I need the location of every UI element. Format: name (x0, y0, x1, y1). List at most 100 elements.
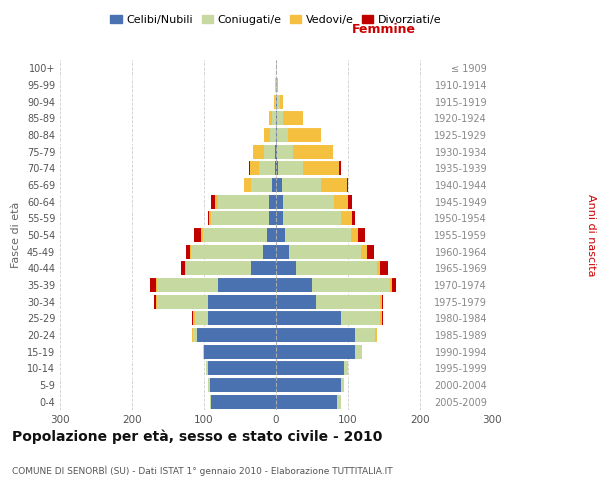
Bar (276, 162, 278, 175)
Bar (276, 328, 355, 342)
Bar (284, 228, 351, 242)
Bar (382, 311, 383, 326)
Bar (208, 294, 276, 308)
Bar (201, 228, 203, 242)
Bar (276, 361, 344, 376)
Bar (276, 278, 312, 292)
Bar (272, 112, 276, 126)
Bar (272, 178, 276, 192)
Bar (312, 278, 390, 292)
Bar (322, 178, 347, 192)
Bar (275, 78, 276, 92)
Bar (215, 194, 218, 209)
Bar (276, 394, 337, 409)
Bar (276, 128, 277, 142)
Bar (253, 144, 264, 159)
Bar (275, 162, 276, 175)
Bar (250, 162, 259, 175)
Bar (206, 361, 208, 376)
Bar (276, 344, 355, 359)
Bar (156, 278, 157, 292)
Bar (355, 344, 362, 359)
Bar (193, 311, 194, 326)
Text: Popolazione per età, sesso e stato civile - 2010: Popolazione per età, sesso e stato civil… (12, 430, 382, 444)
Bar (211, 194, 215, 209)
Bar (259, 162, 275, 175)
Bar (218, 278, 276, 292)
Bar (280, 94, 283, 109)
Bar (340, 162, 341, 175)
Bar (157, 278, 218, 292)
Bar (355, 328, 376, 342)
Bar (382, 294, 383, 308)
Bar (304, 162, 340, 175)
Bar (186, 261, 251, 276)
Bar (390, 278, 392, 292)
Bar (277, 78, 278, 92)
Bar (208, 211, 209, 226)
Bar (361, 244, 367, 259)
Bar (218, 194, 269, 209)
Bar (367, 244, 374, 259)
Bar (341, 311, 380, 326)
Bar (283, 194, 334, 209)
Bar (278, 162, 304, 175)
Bar (244, 178, 251, 192)
Bar (194, 311, 208, 326)
Bar (211, 394, 276, 409)
Bar (263, 244, 276, 259)
Text: COMUNE DI SENORBÌ (SU) - Dati ISTAT 1° gennaio 2010 - Elaborazione TUTTITALIA.IT: COMUNE DI SENORBÌ (SU) - Dati ISTAT 1° g… (12, 465, 392, 475)
Bar (276, 78, 277, 92)
Bar (251, 178, 272, 192)
Bar (203, 228, 268, 242)
Bar (380, 261, 388, 276)
Bar (204, 344, 276, 359)
Bar (270, 128, 276, 142)
Bar (277, 128, 288, 142)
Bar (380, 311, 382, 326)
Bar (194, 228, 201, 242)
Bar (283, 211, 341, 226)
Bar (248, 162, 250, 175)
Bar (282, 178, 322, 192)
Bar (275, 144, 276, 159)
Bar (276, 178, 282, 192)
Bar (208, 361, 276, 376)
Bar (380, 294, 382, 308)
Bar (341, 378, 344, 392)
Bar (265, 128, 270, 142)
Bar (193, 328, 197, 342)
Bar (210, 378, 276, 392)
Bar (275, 94, 276, 109)
Bar (268, 228, 276, 242)
Bar (344, 361, 348, 376)
Bar (276, 94, 277, 109)
Bar (197, 328, 276, 342)
Bar (376, 328, 377, 342)
Bar (203, 344, 204, 359)
Bar (181, 261, 185, 276)
Bar (296, 261, 377, 276)
Bar (276, 228, 284, 242)
Bar (251, 261, 276, 276)
Bar (192, 328, 193, 342)
Bar (276, 194, 283, 209)
Bar (341, 211, 352, 226)
Bar (348, 194, 352, 209)
Bar (276, 311, 341, 326)
Bar (186, 244, 190, 259)
Bar (156, 294, 157, 308)
Bar (269, 112, 272, 126)
Bar (274, 94, 275, 109)
Y-axis label: Fasce di età: Fasce di età (11, 202, 21, 268)
Bar (352, 211, 355, 226)
Bar (347, 178, 348, 192)
Bar (210, 394, 211, 409)
Bar (269, 211, 276, 226)
Bar (358, 228, 365, 242)
Bar (351, 228, 358, 242)
Bar (191, 244, 263, 259)
Legend: Celibi/Nubili, Coniugati/e, Vedovi/e, Divorziati/e: Celibi/Nubili, Coniugati/e, Vedovi/e, Di… (106, 10, 446, 29)
Bar (293, 144, 333, 159)
Bar (277, 112, 283, 126)
